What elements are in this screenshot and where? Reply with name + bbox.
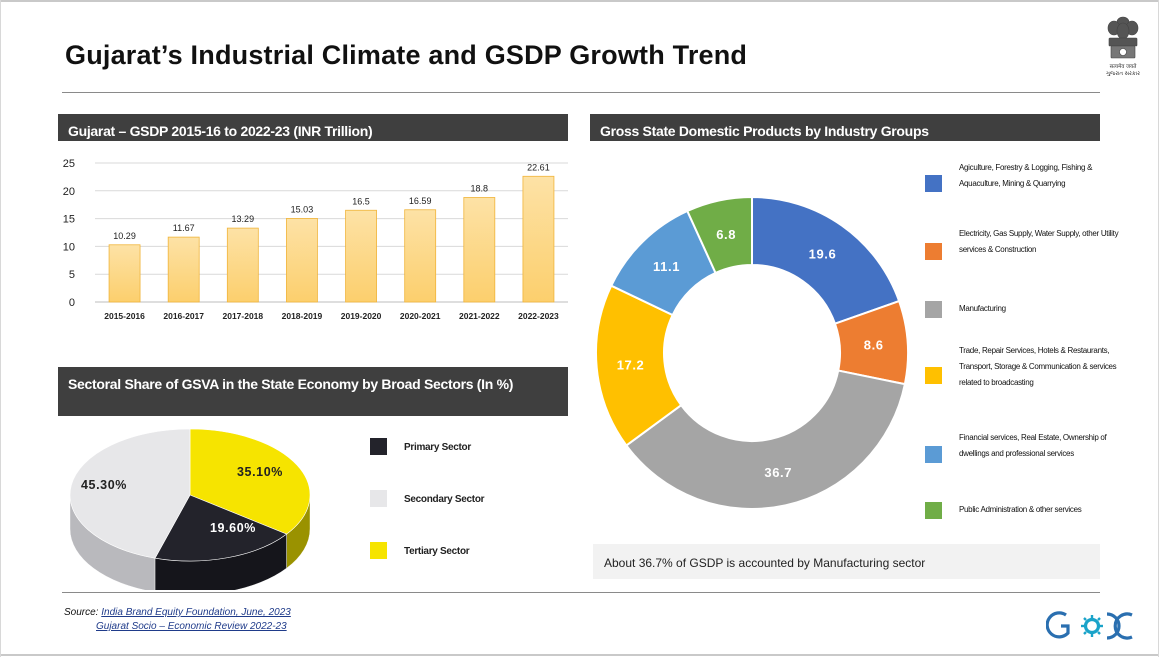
donut-slice bbox=[624, 369, 907, 510]
gsva-pie-header: Sectoral Share of GSVA in the State Econ… bbox=[58, 367, 568, 416]
donut-value-label: 8.6 bbox=[864, 338, 884, 353]
source-line2-text: Gujarat Socio – Economic Review 2022-23 bbox=[96, 621, 287, 632]
bar bbox=[522, 175, 555, 303]
manufacturing-note-text: About 36.7% of GSDP is accounted by Manu… bbox=[604, 556, 926, 570]
state-emblem-icon: सत्यमेव जयते ગુજરાત સરકાર bbox=[1106, 16, 1140, 77]
pie-slice bbox=[189, 428, 311, 535]
legend-swatch-public-admin bbox=[925, 502, 942, 519]
svg-text:ગુજરાત સરકાર: ગુજરાત સરકાર bbox=[1106, 71, 1140, 77]
donut-value-label: 36.7 bbox=[764, 465, 792, 480]
legend-swatch-agriculture bbox=[925, 175, 942, 192]
page-title: Gujarat’s Industrial Climate and GSDP Gr… bbox=[65, 40, 748, 70]
bar-value-label: 18.8 bbox=[471, 183, 489, 193]
bar bbox=[226, 227, 259, 303]
x-tick-label: 2018-2019 bbox=[282, 311, 323, 321]
bar-value-label: 11.67 bbox=[173, 223, 195, 233]
y-tick-label: 10 bbox=[63, 241, 75, 253]
y-tick-label: 15 bbox=[63, 214, 75, 226]
y-tick-label: 5 bbox=[69, 269, 75, 281]
legend-label-primary: Primary Sector bbox=[404, 442, 471, 453]
bar-value-label: 16.59 bbox=[409, 196, 432, 206]
gsdp-donut-title: Gross State Domestic Products by Industr… bbox=[600, 123, 929, 139]
legend-label-utilities: Electricity, Gas Supply, Water Supply, o… bbox=[959, 229, 1119, 254]
gsdp-donut-header: Gross State Domestic Products by Industr… bbox=[590, 114, 1100, 141]
x-tick-label: 2017-2018 bbox=[222, 311, 263, 321]
source-link-ibef[interactable]: India Brand Equity Foundation, June, 202… bbox=[101, 607, 291, 618]
x-tick-label: 2016-2017 bbox=[163, 311, 204, 321]
legend-label-financial: Financial services, Real Estate, Ownersh… bbox=[959, 433, 1107, 458]
bar-value-label: 22.61 bbox=[527, 162, 550, 172]
legend-label-secondary: Secondary Sector bbox=[404, 494, 485, 505]
legend-label-tertiary: Tertiary Sector bbox=[404, 546, 470, 557]
pie-value-label: 19.60% bbox=[210, 521, 256, 535]
bar bbox=[345, 209, 377, 303]
x-tick-label: 2022-2023 bbox=[518, 311, 559, 321]
legend-swatch-trade bbox=[925, 367, 942, 384]
legend-swatch-primary bbox=[370, 438, 387, 455]
bar-value-label: 16.5 bbox=[352, 196, 370, 206]
manufacturing-note-box: About 36.7% of GSDP is accounted by Manu… bbox=[593, 544, 1100, 579]
gsdp-bar-chart: 10.29 11.67 13.29 15.03 16.5 16.59 18.8 22.61 0… bbox=[63, 158, 568, 321]
donut-slice bbox=[686, 195, 753, 275]
svg-text:सत्यमेव जयते: सत्यमेव जयते bbox=[1110, 63, 1138, 70]
frame-left-border bbox=[0, 0, 1, 657]
legend-swatch-manufacturing bbox=[925, 301, 942, 318]
gsva-pie-title: Sectoral Share of GSVA in the State Econ… bbox=[68, 376, 514, 392]
gsdp-bar-header: Gujarat – GSDP 2015-16 to 2022-23 (INR T… bbox=[58, 114, 568, 141]
legend-swatch-secondary bbox=[370, 490, 387, 507]
x-tick-label: 2015-2016 bbox=[104, 311, 145, 321]
legend-label-trade: Trade, Repair Services, Hotels & Restaur… bbox=[959, 346, 1117, 387]
bar bbox=[167, 236, 200, 303]
bar bbox=[404, 209, 437, 303]
donut-value-label: 6.8 bbox=[716, 227, 736, 242]
bar-value-label: 10.29 bbox=[113, 231, 136, 241]
legend-label-public-admin: Public Administration & other services bbox=[959, 505, 1082, 514]
footer-divider bbox=[62, 592, 1100, 593]
legend-label-manufacturing: Manufacturing bbox=[959, 304, 1006, 313]
pie-slice bbox=[154, 494, 288, 562]
x-tick-label: 2020-2021 bbox=[400, 311, 441, 321]
title-divider bbox=[62, 92, 1100, 93]
legend-label-agriculture: Agiculture, Forestry & Logging, Fishing … bbox=[959, 163, 1093, 188]
source-prefix: Source: bbox=[64, 607, 99, 618]
bar-value-label: 13.29 bbox=[232, 214, 255, 224]
frame-top-border bbox=[0, 0, 1159, 2]
pie-slice bbox=[70, 428, 191, 559]
legend-swatch-utilities bbox=[925, 243, 942, 260]
bar bbox=[463, 197, 496, 303]
legend-swatch-financial bbox=[925, 446, 942, 463]
gidc-logo-icon bbox=[1046, 611, 1133, 640]
y-tick-label: 0 bbox=[69, 297, 75, 309]
donut-slice bbox=[751, 195, 901, 325]
y-tick-label: 20 bbox=[63, 186, 75, 198]
source-link-socio-economic-review[interactable]: Gujarat Socio – Economic Review 2022-23 bbox=[64, 621, 287, 632]
gsdp-bar-title: Gujarat – GSDP 2015-16 to 2022-23 (INR T… bbox=[68, 123, 373, 139]
donut-value-label: 11.1 bbox=[653, 259, 680, 274]
donut-value-label: 19.6 bbox=[809, 246, 837, 261]
bar bbox=[286, 218, 318, 303]
legend-swatch-tertiary bbox=[370, 542, 387, 559]
y-tick-label: 25 bbox=[63, 158, 75, 170]
bar bbox=[108, 244, 141, 303]
frame-bottom-border bbox=[0, 654, 1159, 656]
gsdp-donut-chart: 19.6 8.6 36.7 17.2 11.1 6.8 bbox=[595, 195, 909, 510]
pie-value-label: 35.10% bbox=[237, 465, 283, 479]
x-tick-label: 2019-2020 bbox=[341, 311, 382, 321]
donut-value-label: 17.2 bbox=[617, 357, 645, 372]
pie-value-label: 45.30% bbox=[81, 478, 127, 492]
x-tick-label: 2021-2022 bbox=[459, 311, 500, 321]
bar-value-label: 15.03 bbox=[291, 204, 314, 214]
source-block: Source: India Brand Equity Foundation, J… bbox=[64, 606, 291, 634]
gsva-3d-pie-chart: 19.60% 45.30% 35.10% bbox=[70, 428, 311, 590]
